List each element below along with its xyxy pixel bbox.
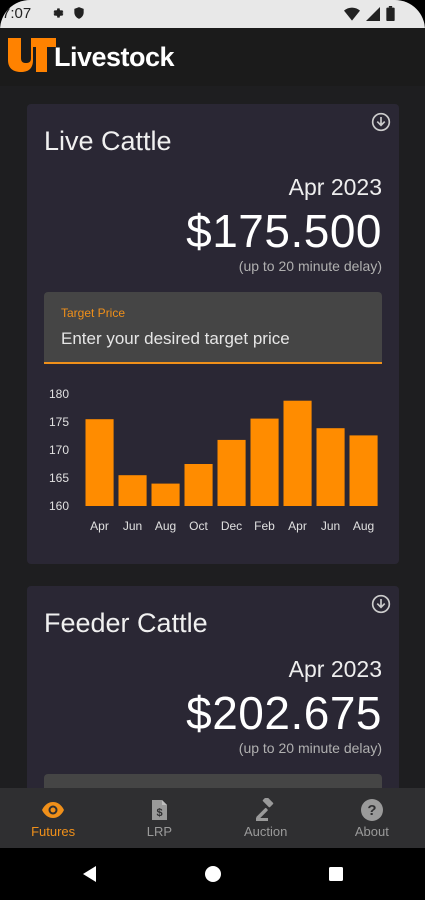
nav-label: LRP bbox=[146, 824, 173, 839]
x-tick-label: Jun bbox=[321, 519, 340, 533]
nav-auction[interactable]: Auction bbox=[213, 788, 319, 848]
app-logo[interactable]: Livestock bbox=[8, 38, 175, 72]
chart-bar[interactable] bbox=[85, 419, 114, 506]
feeder-cattle-card: Feeder Cattle Apr 2023 $202.675 (up to 2… bbox=[27, 586, 399, 788]
chart-bar[interactable] bbox=[217, 439, 246, 506]
target-price-input[interactable]: Enter your desired target price bbox=[61, 329, 290, 348]
contract-month: Apr 2023 bbox=[288, 656, 382, 682]
delay-note: (up to 20 minute delay) bbox=[238, 740, 382, 756]
y-tick-label: 165 bbox=[49, 471, 69, 485]
gavel-icon bbox=[255, 798, 273, 821]
chart-bar[interactable] bbox=[250, 418, 279, 506]
x-tick-label: Aug bbox=[353, 519, 374, 533]
live-cattle-card: Live Cattle Apr 2023 $175.500 (up to 20 … bbox=[27, 104, 399, 564]
svg-text:$: $ bbox=[157, 807, 163, 819]
nav-label: Futures bbox=[31, 824, 76, 839]
nav-lrp[interactable]: $ LRP bbox=[106, 788, 212, 848]
home-icon[interactable] bbox=[203, 864, 223, 884]
chart-bar[interactable] bbox=[316, 428, 345, 506]
y-tick-label: 175 bbox=[49, 415, 69, 429]
nav-label: Auction bbox=[243, 824, 288, 839]
target-price-field[interactable] bbox=[44, 774, 382, 788]
x-tick-label: Apr bbox=[288, 519, 307, 533]
x-tick-label: Apr bbox=[90, 519, 109, 533]
chart-bar[interactable] bbox=[151, 483, 180, 506]
x-tick-label: Jun bbox=[123, 519, 142, 533]
download-icon[interactable] bbox=[371, 112, 391, 132]
x-tick-label: Oct bbox=[189, 519, 208, 533]
wifi-icon bbox=[344, 7, 360, 21]
bottom-navigation: Futures $ LRP Auction ? About bbox=[0, 788, 425, 848]
y-tick-label: 170 bbox=[49, 443, 69, 457]
ut-logo-icon bbox=[8, 38, 56, 72]
app-header: Livestock bbox=[0, 28, 425, 86]
status-bar: 7:07 bbox=[0, 0, 425, 28]
settings-gear-icon bbox=[53, 8, 64, 18]
nav-label: About bbox=[354, 824, 389, 839]
chart-bar[interactable] bbox=[184, 464, 213, 506]
nav-futures[interactable]: Futures bbox=[0, 788, 106, 848]
y-tick-label: 160 bbox=[49, 499, 69, 513]
chart-bar[interactable] bbox=[283, 400, 312, 506]
app-brand-name: Livestock bbox=[54, 42, 175, 72]
recents-icon[interactable] bbox=[326, 864, 346, 884]
card-title: Live Cattle bbox=[44, 126, 172, 156]
x-tick-label: Dec bbox=[221, 519, 242, 533]
chart-bar[interactable] bbox=[118, 475, 147, 506]
cell-signal-icon bbox=[366, 6, 380, 21]
price-bar-chart: 160 165 170 175 180 Apr Jun Aug Oct Dec Feb Apr Jun A… bbox=[49, 387, 378, 533]
futures-price: $175.500 bbox=[186, 205, 382, 257]
back-icon[interactable] bbox=[80, 864, 100, 884]
status-indicators bbox=[344, 6, 395, 21]
battery-icon bbox=[386, 6, 395, 21]
futures-content[interactable]: Live Cattle Apr 2023 $175.500 (up to 20 … bbox=[0, 86, 425, 788]
x-tick-label: Aug bbox=[155, 519, 176, 533]
chart-bar[interactable] bbox=[349, 435, 378, 506]
nav-about[interactable]: ? About bbox=[319, 788, 425, 848]
futures-price: $202.675 bbox=[186, 687, 382, 739]
help-circle-icon: ? bbox=[360, 799, 383, 821]
delay-note: (up to 20 minute delay) bbox=[238, 258, 382, 274]
contract-month: Apr 2023 bbox=[288, 174, 382, 200]
dollar-document-icon: $ bbox=[152, 800, 168, 820]
x-tick-label: Feb bbox=[254, 519, 275, 533]
status-time: 7:07 bbox=[2, 5, 32, 22]
target-price-label: Target Price bbox=[61, 306, 126, 320]
shield-icon bbox=[74, 7, 84, 19]
target-price-field[interactable]: Target Price Enter your desired target p… bbox=[44, 292, 382, 364]
system-navigation-bar bbox=[0, 848, 425, 900]
y-tick-label: 180 bbox=[49, 387, 69, 401]
download-icon[interactable] bbox=[371, 594, 391, 614]
eye-icon bbox=[42, 802, 65, 818]
svg-text:?: ? bbox=[367, 802, 376, 819]
card-title: Feeder Cattle bbox=[44, 608, 208, 638]
